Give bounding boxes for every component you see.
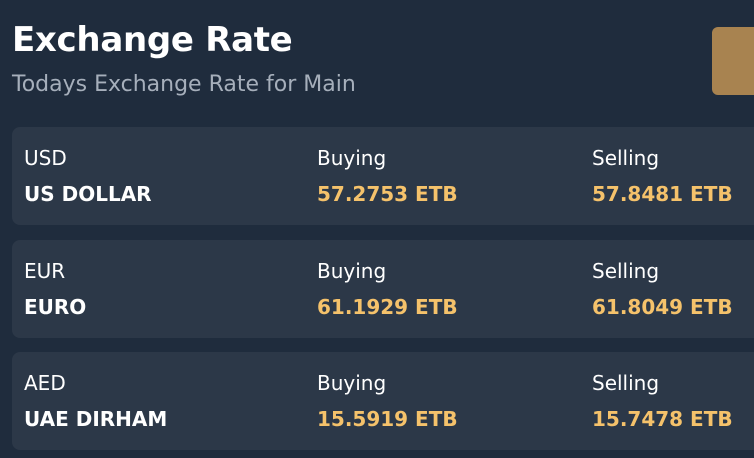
currency-code: USD bbox=[24, 146, 67, 170]
rate-card-usd: USD US DOLLAR Buying 57.2753 ETB Selling… bbox=[12, 127, 754, 225]
rate-card-aed: AED UAE DIRHAM Buying 15.5919 ETB Sellin… bbox=[12, 352, 754, 450]
selling-label: Selling bbox=[592, 146, 660, 170]
buying-value: 61.1929 ETB bbox=[317, 295, 458, 319]
selling-value: 61.8049 ETB bbox=[592, 295, 733, 319]
selling-value: 15.7478 ETB bbox=[592, 407, 733, 431]
page-subtitle: Todays Exchange Rate for Main bbox=[12, 72, 356, 97]
rate-card-eur: EUR EURO Buying 61.1929 ETB Selling 61.8… bbox=[12, 240, 754, 338]
buying-value: 57.2753 ETB bbox=[317, 182, 458, 206]
header-action-button[interactable] bbox=[712, 27, 754, 95]
buying-value: 15.5919 ETB bbox=[317, 407, 458, 431]
buying-label: Buying bbox=[317, 259, 387, 283]
selling-label: Selling bbox=[592, 259, 660, 283]
buying-label: Buying bbox=[317, 371, 387, 395]
currency-name: UAE DIRHAM bbox=[24, 407, 168, 431]
currency-name: US DOLLAR bbox=[24, 182, 152, 206]
selling-value: 57.8481 ETB bbox=[592, 182, 733, 206]
page-title: Exchange Rate bbox=[12, 20, 293, 60]
currency-code: EUR bbox=[24, 259, 66, 283]
currency-code: AED bbox=[24, 371, 66, 395]
currency-name: EURO bbox=[24, 295, 87, 319]
selling-label: Selling bbox=[592, 371, 660, 395]
buying-label: Buying bbox=[317, 146, 387, 170]
